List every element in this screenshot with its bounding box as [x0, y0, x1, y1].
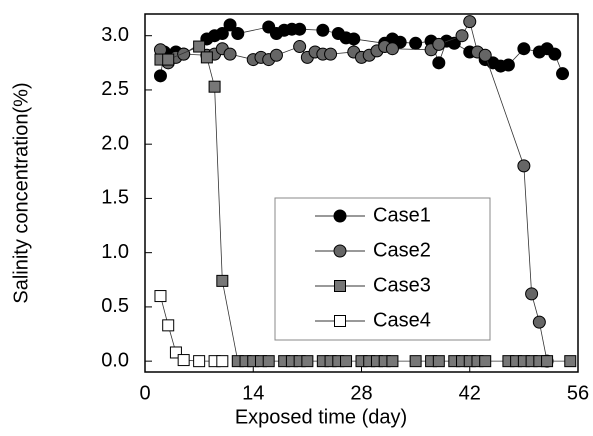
- data-point: [208, 80, 221, 93]
- data-point: [432, 56, 446, 70]
- data-point: [432, 37, 446, 51]
- data-point: [153, 69, 167, 83]
- data-point: [301, 355, 314, 368]
- y-tick-label: 0.0: [101, 349, 129, 371]
- data-point: [463, 15, 477, 29]
- legend-label: Case3: [373, 274, 431, 296]
- data-point: [517, 42, 531, 56]
- data-point: [177, 354, 190, 367]
- x-axis-label: Exposed time (day): [235, 406, 407, 428]
- data-point: [216, 355, 229, 368]
- data-point: [324, 47, 338, 61]
- legend-marker: [334, 280, 346, 292]
- legend-label: Case2: [373, 239, 431, 261]
- legend-box: [274, 197, 491, 341]
- legend-label: Case1: [373, 204, 431, 226]
- data-point: [347, 32, 361, 46]
- data-point: [409, 36, 423, 50]
- data-point: [548, 47, 562, 61]
- data-point: [223, 47, 237, 61]
- legend-marker: [333, 209, 347, 223]
- data-point: [215, 27, 229, 41]
- data-point: [262, 355, 275, 368]
- data-point: [455, 29, 469, 43]
- data-point: [154, 290, 167, 303]
- data-point: [293, 22, 307, 36]
- legend-marker: [333, 244, 347, 258]
- data-point: [517, 159, 531, 173]
- data-point: [200, 51, 213, 64]
- data-point: [223, 18, 237, 32]
- x-tick-label: 14: [242, 382, 264, 404]
- data-point: [409, 355, 422, 368]
- data-point: [216, 274, 229, 287]
- data-point: [193, 355, 206, 368]
- data-point: [386, 355, 399, 368]
- data-point: [532, 315, 546, 329]
- data-point: [501, 58, 515, 72]
- y-axis-label: Salinity concentration(%): [10, 82, 32, 303]
- y-tick-label: 1.0: [101, 241, 129, 263]
- data-point: [177, 47, 191, 61]
- y-tick-label: 1.5: [101, 187, 129, 209]
- data-point: [479, 355, 492, 368]
- data-point: [525, 287, 539, 301]
- data-point: [564, 355, 577, 368]
- data-point: [169, 346, 182, 359]
- x-tick-label: 28: [350, 382, 372, 404]
- data-point: [478, 48, 492, 62]
- data-point: [162, 319, 175, 332]
- data-point: [316, 23, 330, 37]
- data-point: [293, 40, 307, 54]
- x-tick-label: 0: [139, 382, 150, 404]
- x-tick-label: 56: [567, 382, 589, 404]
- data-point: [231, 27, 245, 41]
- y-tick-label: 3.0: [101, 24, 129, 46]
- y-tick-label: 0.5: [101, 295, 129, 317]
- x-tick-label: 42: [459, 382, 481, 404]
- data-point: [162, 53, 175, 66]
- data-point: [432, 355, 445, 368]
- data-point: [556, 67, 570, 81]
- data-point: [193, 40, 206, 53]
- data-point: [541, 355, 554, 368]
- legend-marker: [334, 315, 346, 327]
- data-point: [385, 42, 399, 56]
- data-point: [340, 355, 353, 368]
- data-point: [447, 36, 461, 50]
- legend-label: Case4: [373, 309, 431, 331]
- y-tick-label: 2.5: [101, 78, 129, 100]
- data-point: [269, 48, 283, 62]
- y-tick-label: 2.0: [101, 132, 129, 154]
